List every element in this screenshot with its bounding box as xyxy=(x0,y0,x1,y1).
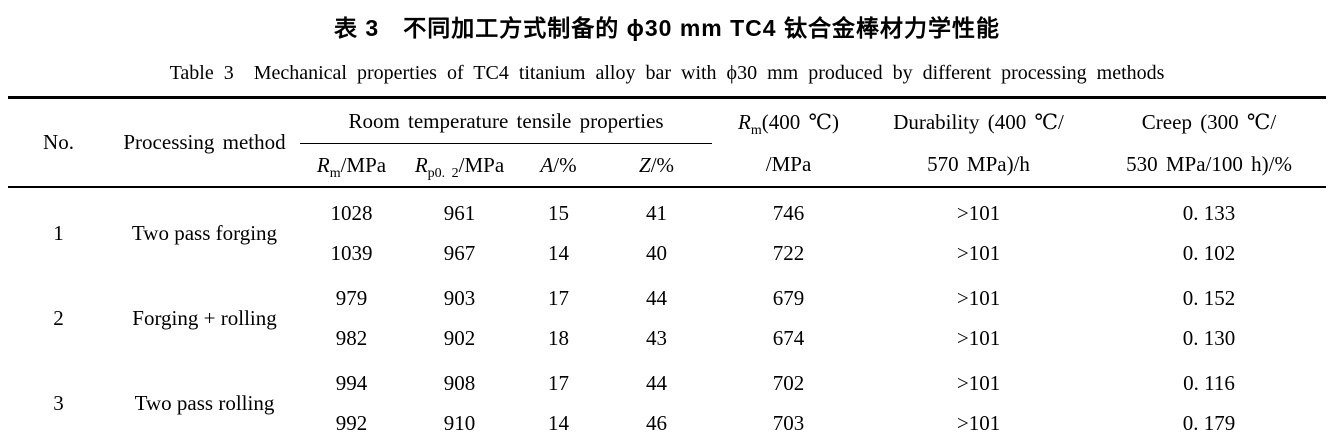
table-title-en: Table 3 Mechanical properties of TC4 tit… xyxy=(169,62,1165,84)
cell-creep: 0. 130 xyxy=(1182,326,1236,350)
table-row: 1039 967 14 40 722 >101 0. 102 xyxy=(8,233,1326,273)
cell-elongation: 15 xyxy=(548,201,569,225)
cell-rp02: 961 xyxy=(443,201,476,225)
cell-creep: 0. 133 xyxy=(1182,201,1236,225)
rp02-subscript: p0. 2 xyxy=(427,166,459,181)
elongation-unit: /% xyxy=(553,153,577,177)
cell-rp02: 910 xyxy=(443,411,476,432)
col-header-processing-method: Processing method xyxy=(109,97,300,188)
col-header-rp02: Rp0. 2/MPa xyxy=(403,143,516,188)
cell-rm-400: 703 xyxy=(772,411,805,432)
cell-no: 3 xyxy=(53,391,64,415)
table-row: 2 Forging + rolling 979 903 17 44 679 >1… xyxy=(8,273,1326,330)
rm-400-symbol: R xyxy=(738,109,751,134)
cell-rm: 1028 xyxy=(330,201,373,225)
col-header-durability: Durability (400 ℃/ 570 MPa)/h xyxy=(865,97,1093,188)
cell-rm-400: 746 xyxy=(772,201,805,225)
cell-rp02: 903 xyxy=(443,286,476,310)
rm-unit: /MPa xyxy=(340,153,387,177)
durability-line2: 570 MPa)/h xyxy=(927,151,1030,176)
rp02-unit: /MPa xyxy=(458,153,505,177)
rm-400-subscript: m xyxy=(750,122,762,138)
cell-rm-400: 722 xyxy=(772,241,805,265)
cell-no: 2 xyxy=(53,306,64,330)
cell-reduction: 41 xyxy=(646,201,668,225)
rm-400-condition: (400 ℃) xyxy=(761,109,839,134)
col-header-reduction: Z/% xyxy=(601,143,713,188)
cell-durability: >101 xyxy=(956,411,1001,432)
cell-rm: 1039 xyxy=(330,241,373,265)
col-header-no: No. xyxy=(8,97,109,188)
col-header-rm-400: Rm(400 ℃) /MPa xyxy=(712,97,866,188)
cell-rm: 992 xyxy=(335,411,368,432)
rm-400-line1: Rm(400 ℃) xyxy=(712,101,865,143)
reduction-unit: /% xyxy=(650,153,675,177)
cell-rp02: 908 xyxy=(443,371,476,395)
cell-processing-method: Forging + rolling xyxy=(132,306,277,330)
cell-durability: >101 xyxy=(956,326,1001,350)
header-row-1: No. Processing method Room temperature t… xyxy=(8,97,1327,188)
elongation-symbol: A xyxy=(540,153,554,177)
cell-rm: 994 xyxy=(335,371,368,395)
cell-rp02: 967 xyxy=(443,241,476,265)
cell-elongation: 14 xyxy=(548,241,569,265)
rm-symbol: R xyxy=(316,153,330,177)
cell-elongation: 17 xyxy=(548,371,569,395)
cell-elongation: 17 xyxy=(548,286,569,310)
cell-reduction: 44 xyxy=(646,371,668,395)
creep-line1: Creep (300 ℃/ xyxy=(1141,109,1277,134)
cell-reduction: 43 xyxy=(646,326,668,350)
cell-durability: >101 xyxy=(956,286,1001,310)
cell-creep: 0. 179 xyxy=(1182,411,1236,432)
rm-subscript: m xyxy=(329,166,341,181)
durability-line1: Durability (400 ℃/ xyxy=(893,109,1064,134)
col-group-header-room-temp: Room temperature tensile properties xyxy=(300,97,713,144)
col-header-rm: Rm/MPa xyxy=(300,143,403,188)
rm-400-unit: /MPa xyxy=(765,151,812,176)
cell-processing-method: Two pass forging xyxy=(131,221,278,245)
cell-elongation: 18 xyxy=(548,326,569,350)
cell-creep: 0. 152 xyxy=(1182,286,1236,310)
cell-no: 1 xyxy=(53,221,64,245)
cell-durability: >101 xyxy=(956,371,1001,395)
cell-reduction: 46 xyxy=(646,411,668,432)
rp02-symbol: R xyxy=(414,153,428,177)
cell-elongation: 14 xyxy=(548,411,569,432)
table-row: 1 Two pass forging 1028 961 15 41 746 >1… xyxy=(8,187,1326,245)
mechanical-properties-table: No. Processing method Room temperature t… xyxy=(8,96,1327,432)
cell-rm-400: 702 xyxy=(772,371,805,395)
cell-rm-400: 674 xyxy=(772,326,805,350)
cell-processing-method: Two pass rolling xyxy=(134,391,275,415)
cell-durability: >101 xyxy=(956,201,1001,225)
table-title-zh: 表 3 不同加工方式制备的 ϕ30 mm TC4 钛合金棒材力学性能 xyxy=(334,15,1000,41)
cell-reduction: 44 xyxy=(646,286,668,310)
reduction-symbol: Z xyxy=(639,153,651,177)
cell-rm: 982 xyxy=(335,326,368,350)
table-row: 982 902 18 43 674 >101 0. 130 xyxy=(8,318,1326,358)
cell-rp02: 902 xyxy=(443,326,476,350)
cell-durability: >101 xyxy=(956,241,1001,265)
cell-reduction: 40 xyxy=(646,241,668,265)
cell-creep: 0. 116 xyxy=(1183,371,1235,395)
creep-line2: 530 MPa/100 h)/% xyxy=(1126,151,1292,176)
header-row-2: Rm/MPa Rp0. 2/MPa A/% Z/% xyxy=(8,143,1326,188)
table-row: 992 910 14 46 703 >101 0. 179 xyxy=(8,403,1326,432)
cell-rm: 979 xyxy=(335,286,368,310)
cell-creep: 0. 102 xyxy=(1182,241,1236,265)
cell-rm-400: 679 xyxy=(772,286,805,310)
col-header-creep: Creep (300 ℃/ 530 MPa/100 h)/% xyxy=(1092,97,1327,188)
col-header-elongation: A/% xyxy=(516,143,601,188)
table-row: 3 Two pass rolling 994 908 17 44 702 >10… xyxy=(8,358,1326,415)
